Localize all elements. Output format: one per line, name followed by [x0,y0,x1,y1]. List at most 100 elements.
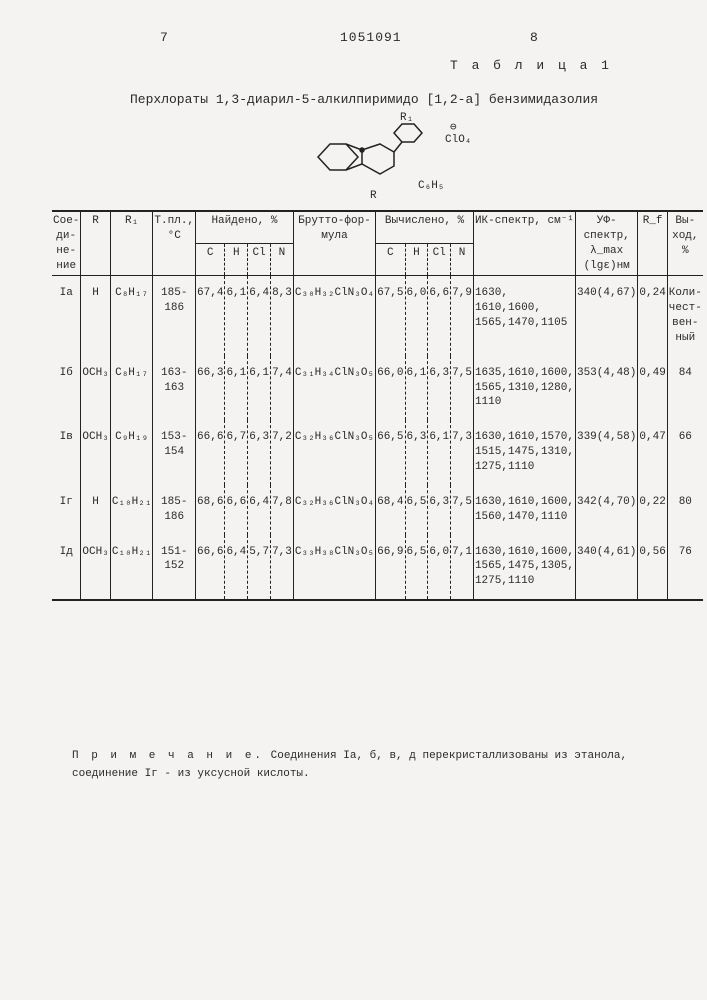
cell-id: Iв [52,420,81,485]
page-col-left: 7 [160,30,168,45]
table-row: IгHC₁₀H₂₁185-18668,66,66,47,8C₃₂H₃₆ClN₃O… [52,485,703,535]
cell-found-cl: 5,7 [248,535,271,601]
cell-yield: 66 [667,420,703,485]
cell-found-n: 7,8 [271,485,294,535]
cell-mp: 153-154 [153,420,196,485]
th-rf: R_f [638,211,667,276]
cell-ir: 1630,1610,1600,1565,1475,1305,1275,1110 [473,535,575,601]
cell-r1: C₉H₁₉ [110,420,153,485]
cell-calc-c: 68,4 [376,485,405,535]
cell-mp: 185-186 [153,485,196,535]
th-ir: ИК-спектр, см⁻¹ [473,211,575,276]
cell-calc-n: 7,9 [451,276,474,356]
th-found-h: H [225,244,248,276]
cell-ir: 1630,1610,1570,1515,1475,1310,1275,1110 [473,420,575,485]
cell-found-c: 68,6 [196,485,225,535]
cell-found-h: 6,1 [225,276,248,356]
cell-mp: 185-186 [153,276,196,356]
struct-label-theta: ⊖ [450,120,457,134]
table-row: IвOCH₃C₉H₁₉153-15466,66,76,37,2C₃₂H₃₆ClN… [52,420,703,485]
cell-formula: C₃₀H₃₂ClN₃O₄ [293,276,375,356]
cell-id: Iб [52,356,81,421]
cell-found-cl: 6,3 [248,420,271,485]
struct-label-r: R [370,190,377,202]
cell-formula: C₃₃H₃₈ClN₃O₅ [293,535,375,601]
cell-calc-c: 66,9 [376,535,405,601]
cell-found-n: 7,2 [271,420,294,485]
page: 7 1051091 8 Т а б л и ц а 1 Перхлораты 1… [0,0,707,1000]
struct-label-aryl: C₆H₅ [418,180,444,192]
cell-formula: C₃₂H₃₆ClN₃O₄ [293,485,375,535]
cell-ir: 1630,1610,1600,1560,1470,1110 [473,485,575,535]
cell-found-h: 6,4 [225,535,248,601]
cell-rf: 0,22 [638,485,667,535]
doc-number: 1051091 [340,30,402,45]
th-mp: Т.пл.,°C [153,211,196,276]
th-calc: Вычислено, % [376,211,474,244]
footnote-lead: П р и м е ч а н и е. [72,750,264,762]
th-r: R [81,211,110,276]
cell-found-cl: 6,4 [248,485,271,535]
th-found-n: N [271,244,294,276]
table-label: Т а б л и ц а 1 [450,58,612,73]
cell-found-c: 67,4 [196,276,225,356]
cell-uv: 339(4,58) [575,420,637,485]
cell-r: OCH₃ [81,420,110,485]
table-row: IдOCH₃C₁₀H₂₁151-15266,66,45,77,3C₃₃H₃₈Cl… [52,535,703,601]
cell-ir: 1630,1610,1600,1565,1470,1105 [473,276,575,356]
th-uv: УФ-спектр,λ_max (lgε)нм [575,211,637,276]
cell-found-c: 66,6 [196,535,225,601]
cell-calc-n: 7,5 [451,356,474,421]
cell-found-cl: 6,4 [248,276,271,356]
cell-yield: 84 [667,356,703,421]
cell-calc-c: 67,5 [376,276,405,356]
cell-r: OCH₃ [81,535,110,601]
cell-rf: 0,24 [638,276,667,356]
cell-calc-c: 66,0 [376,356,405,421]
cell-found-h: 6,1 [225,356,248,421]
cell-uv: 340(4,67) [575,276,637,356]
cell-ir: 1635,1610,1600,1565,1310,1280,1110 [473,356,575,421]
cell-found-h: 6,7 [225,420,248,485]
th-calc-h: H [405,244,428,276]
cell-id: Iд [52,535,81,601]
cell-yield: Коли-чест-вен-ный [667,276,703,356]
cell-mp: 151-152 [153,535,196,601]
cell-calc-cl: 6,6 [428,276,451,356]
cell-mp: 163-163 [153,356,196,421]
cell-formula: C₃₁H₃₄ClN₃O₅ [293,356,375,421]
data-table: Сое-ди-не-ние R R₁ Т.пл.,°C Найдено, % Б… [52,210,703,601]
cell-found-n: 8,3 [271,276,294,356]
cell-calc-n: 7,5 [451,485,474,535]
th-found-c: C [196,244,225,276]
cell-rf: 0,49 [638,356,667,421]
chemical-structure: R₁ ⊖ ClO₄ C₆H₅ R [300,112,480,202]
th-compound: Сое-ди-не-ние [52,211,81,276]
struct-label-r1: R₁ [400,112,413,124]
th-calc-cl: Cl [428,244,451,276]
cell-found-n: 7,3 [271,535,294,601]
cell-found-n: 7,4 [271,356,294,421]
th-formula: Брутто-фор-мула [293,211,375,276]
cell-yield: 76 [667,535,703,601]
cell-formula: C₃₂H₃₆ClN₃O₅ [293,420,375,485]
cell-calc-h: 6,3 [405,420,428,485]
cell-found-cl: 6,1 [248,356,271,421]
struct-label-anion: ClO₄ [445,134,471,146]
cell-calc-n: 7,3 [451,420,474,485]
cell-calc-cl: 6,3 [428,485,451,535]
th-found-cl: Cl [248,244,271,276]
cell-calc-h: 6,0 [405,276,428,356]
cell-found-c: 66,3 [196,356,225,421]
cell-r1: C₁₀H₂₁ [110,485,153,535]
th-found: Найдено, % [196,211,294,244]
compound-title: Перхлораты 1,3-диарил-5-алкилпиримидо [1… [130,92,598,107]
cell-yield: 80 [667,485,703,535]
cell-r1: C₁₀H₂₁ [110,535,153,601]
cell-uv: 353(4,48) [575,356,637,421]
cell-calc-h: 6,1 [405,356,428,421]
th-r1: R₁ [110,211,153,276]
cell-found-c: 66,6 [196,420,225,485]
th-calc-c: C [376,244,405,276]
cell-calc-cl: 6,3 [428,356,451,421]
